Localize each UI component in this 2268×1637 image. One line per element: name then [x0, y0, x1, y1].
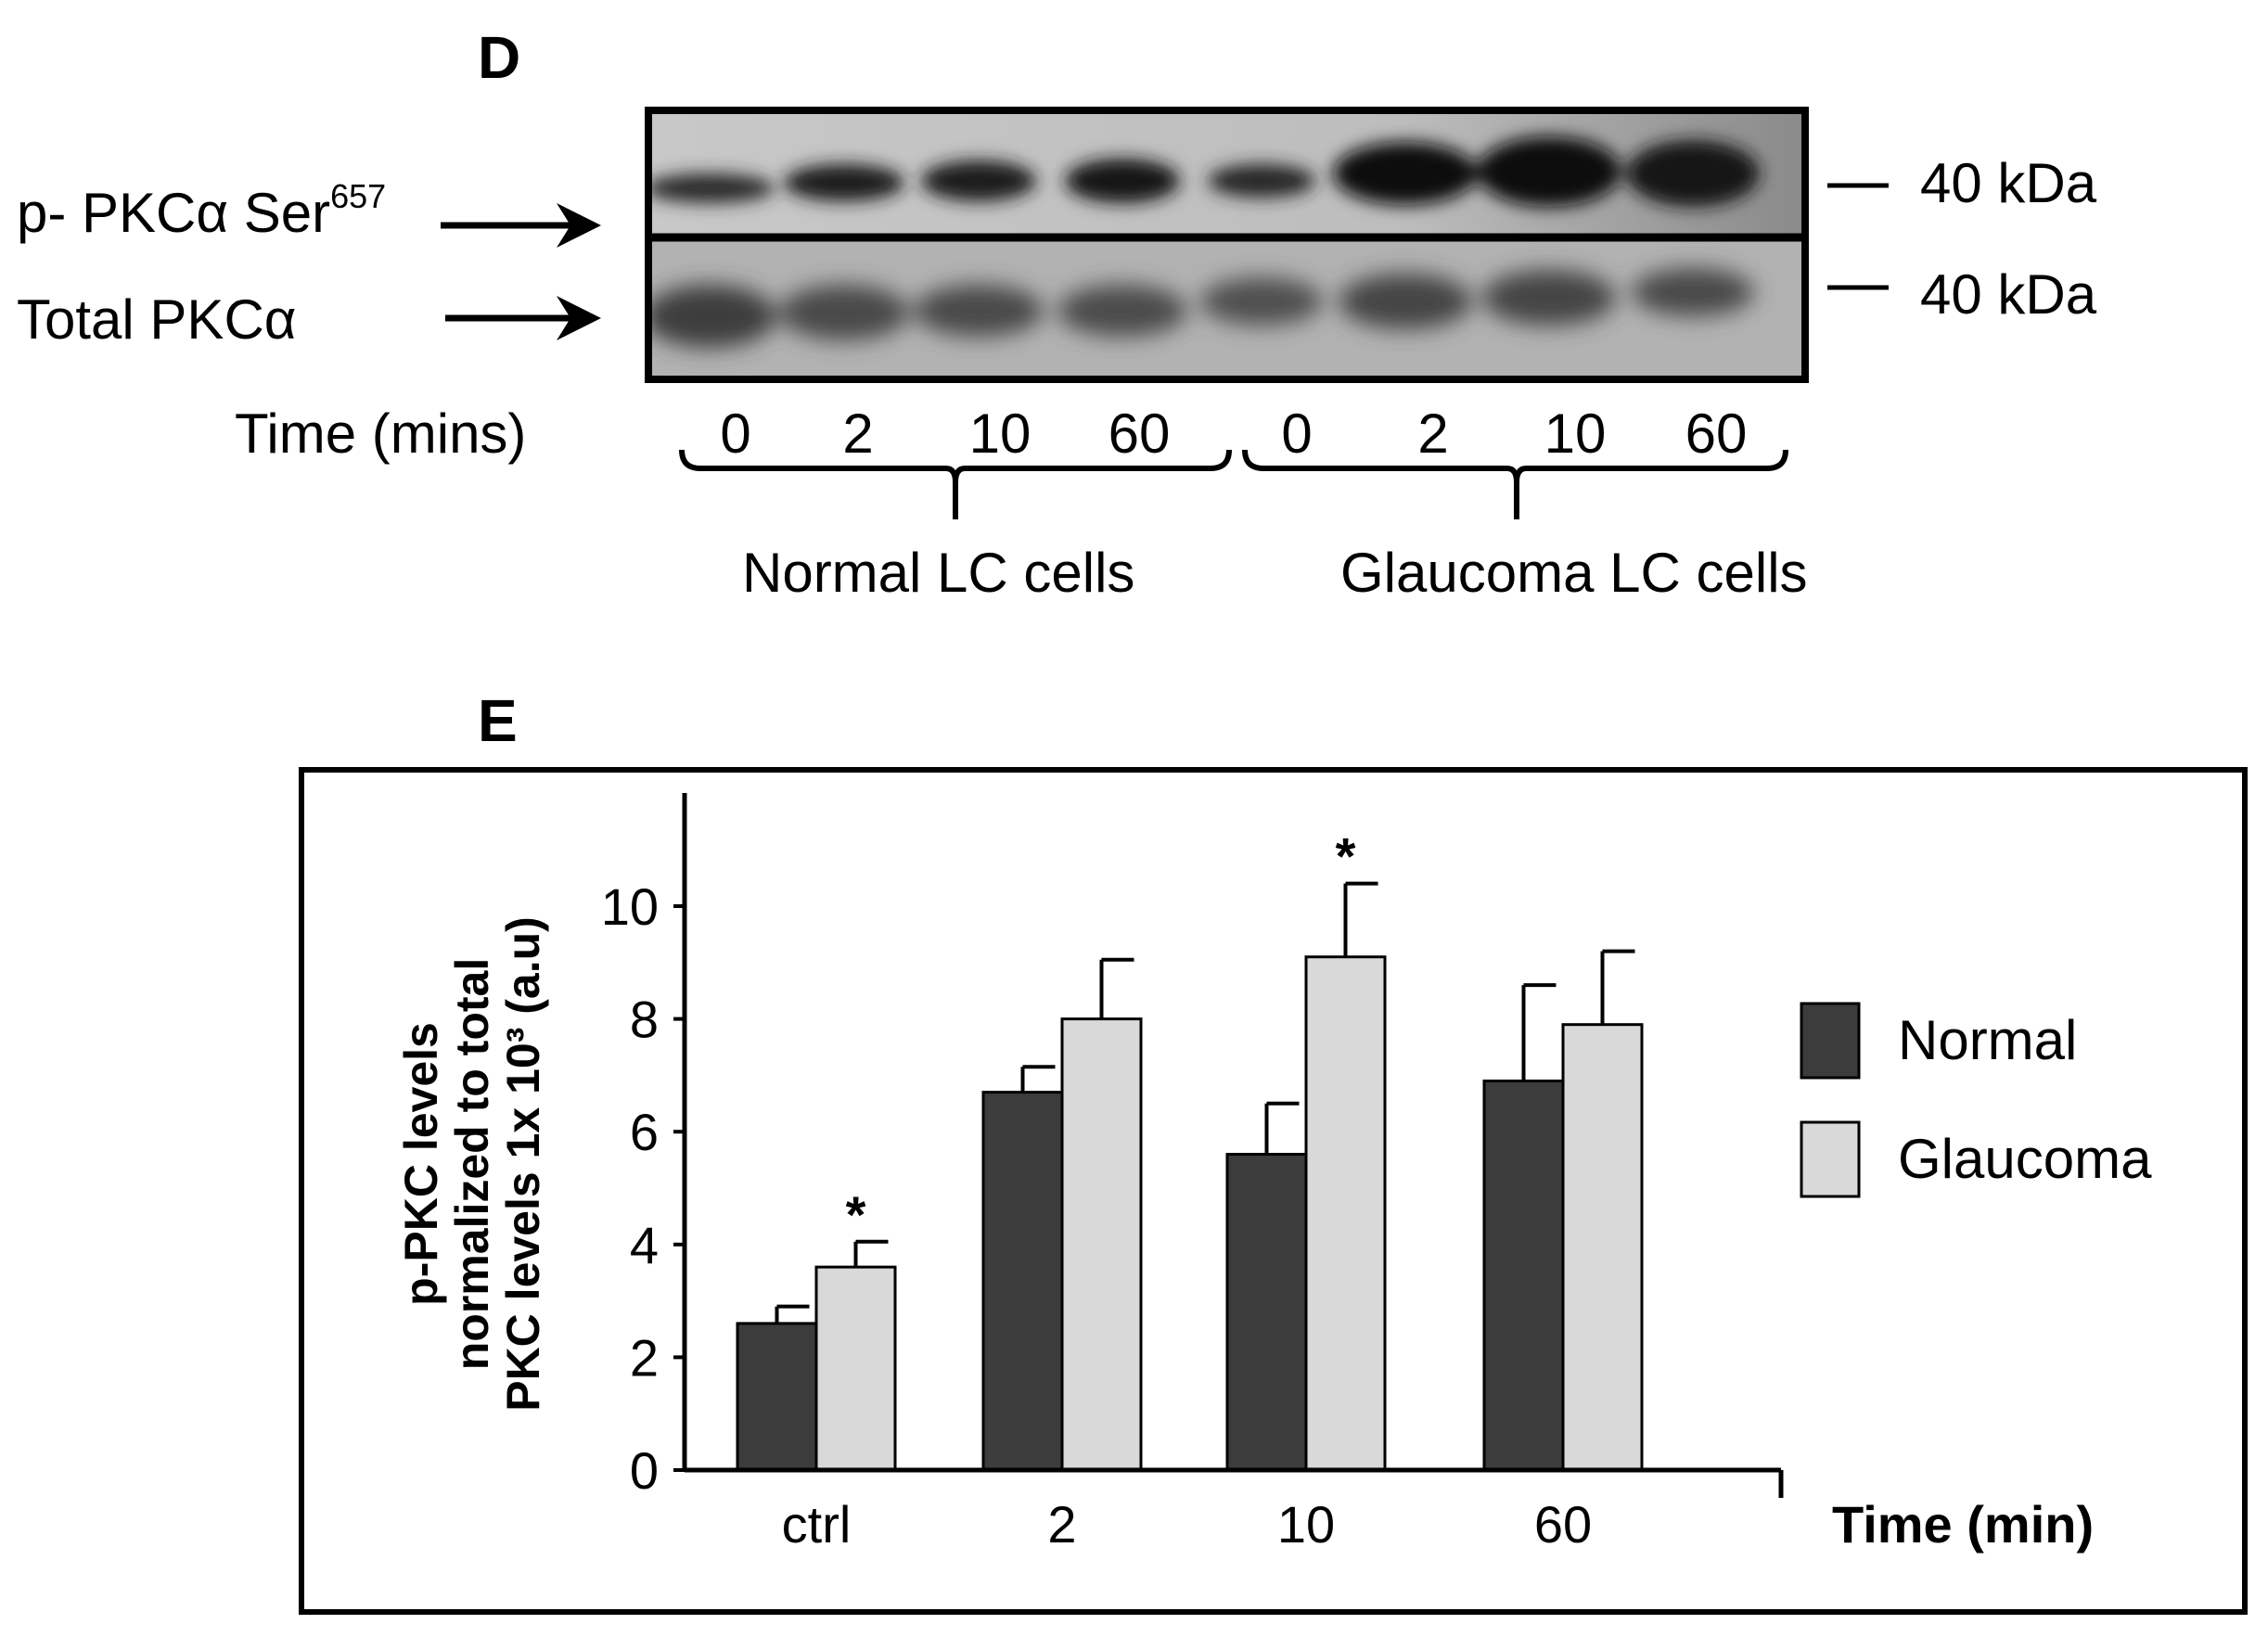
group-braces — [679, 449, 1788, 519]
y-tick-label: 6 — [630, 1103, 659, 1161]
x-tick-label: 60 — [1534, 1495, 1592, 1554]
lane-label: 2 — [842, 403, 874, 465]
y-axis-title-line: p-PKC levels — [395, 1022, 447, 1306]
bars-layer: ** — [736, 827, 1644, 1472]
total-pkc-label: Total PKCα — [17, 288, 297, 351]
lane-label: 60 — [1685, 403, 1748, 465]
arrow-right-icon — [445, 296, 601, 340]
panel-e-letter: E — [478, 687, 518, 754]
x-tick-label: 2 — [1047, 1495, 1076, 1554]
y-tick-label: 2 — [630, 1328, 659, 1387]
y-tick-label: 10 — [601, 877, 659, 936]
bar-glaucoma — [1060, 1017, 1143, 1472]
brace-glaucoma — [1242, 449, 1788, 519]
phospho-pkc-label-text: p- PKCα Ser — [17, 182, 331, 244]
legend: Normal Glaucoma — [1800, 1002, 2152, 1198]
lane-label: 60 — [1108, 403, 1171, 465]
bar-glaucoma — [1561, 1023, 1644, 1472]
x-axis-title: Time (min) — [1832, 1495, 2094, 1554]
arrow-right-icon — [441, 203, 601, 248]
lane-label: 0 — [720, 403, 751, 465]
time-mins-label: Time (mins) — [235, 403, 527, 465]
x-tick-label: 10 — [1277, 1495, 1335, 1554]
lane-label: 0 — [1281, 403, 1313, 465]
lane-label: 10 — [968, 403, 1031, 465]
marker-dashes — [1827, 183, 1889, 290]
x-tick-label: ctrl — [782, 1495, 852, 1554]
chart-frame — [299, 767, 2248, 1615]
bar-normal — [981, 1091, 1064, 1472]
group-normal-label: Normal LC cells — [742, 542, 1135, 604]
y-tick-label: 8 — [630, 991, 659, 1049]
blot-arrows — [441, 203, 601, 340]
panel-d-letter: D — [478, 24, 521, 91]
western-blot-image — [645, 107, 1809, 383]
phospho-pkc-label: p- PKCα Ser657 — [17, 180, 386, 245]
bar-glaucoma — [814, 1265, 897, 1472]
significance-marker: * — [846, 1185, 866, 1244]
marker-bottom-label: 40 kDa — [1920, 263, 2097, 326]
y-tick-label: 0 — [630, 1441, 659, 1500]
phospho-bands — [645, 136, 1760, 207]
bar-normal — [1482, 1079, 1565, 1472]
bar-normal — [1225, 1153, 1308, 1472]
lane-label: 10 — [1544, 403, 1607, 465]
group-glaucoma-label: Glaucoma LC cells — [1340, 542, 1808, 604]
legend-swatch-normal — [1800, 1002, 1861, 1080]
total-bands — [645, 268, 1754, 348]
y-axis-title-line: normalized to total — [446, 958, 498, 1370]
y-tick-label: 4 — [630, 1216, 659, 1274]
bar-normal — [736, 1322, 818, 1472]
bar-glaucoma — [1304, 955, 1387, 1472]
legend-label-glaucoma: Glaucoma — [1898, 1128, 2152, 1190]
legend-swatch-glaucoma — [1800, 1120, 1861, 1198]
lane-label: 2 — [1417, 403, 1449, 465]
phospho-site-superscript: 657 — [330, 177, 387, 215]
significance-marker: * — [1336, 827, 1356, 886]
marker-top-label: 40 kDa — [1920, 152, 2097, 214]
brace-normal — [679, 449, 1232, 519]
axes-layer: ctrl 2 10 60 0 2 4 6 8 10 p-PKC levels normalized t… — [395, 793, 2094, 1554]
legend-label-normal: Normal — [1898, 1009, 2077, 1071]
y-axis-title-line: PKC levels 1x 10³ (a.u) — [497, 916, 549, 1412]
